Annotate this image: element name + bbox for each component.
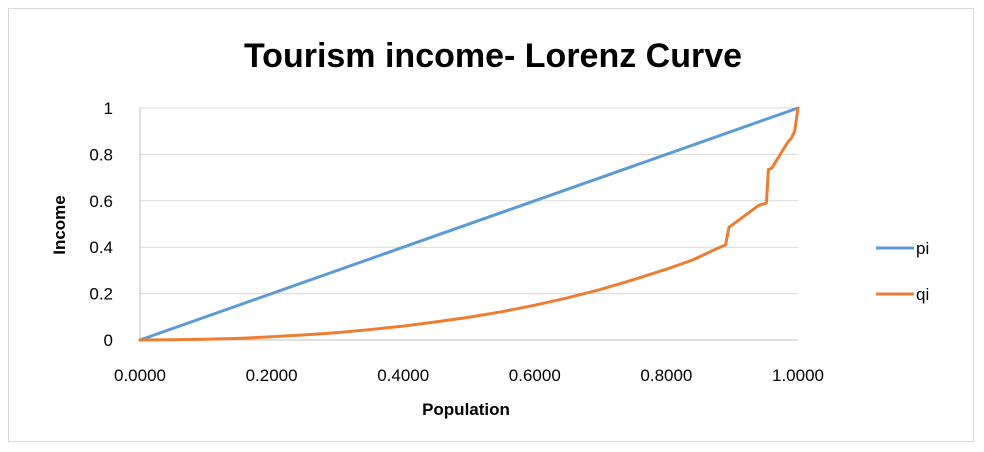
legend: pi qi <box>876 239 929 304</box>
x-tick-label: 0.8000 <box>640 366 692 385</box>
y-tick-label: 0.6 <box>89 192 113 211</box>
gridlines <box>139 107 798 341</box>
series-line-qi <box>138 106 800 342</box>
chart-title: Tourism income- Lorenz Curve <box>244 37 742 75</box>
series-lines <box>138 106 800 342</box>
x-tick-label: 1.0000 <box>772 366 824 385</box>
x-tick-label: 0.2000 <box>246 366 298 385</box>
x-axis-label: Population <box>422 400 510 419</box>
x-tick-label: 0.0000 <box>114 366 166 385</box>
y-tick-label: 0.8 <box>89 145 113 164</box>
x-tick-labels: 0.0000 0.2000 0.4000 0.6000 0.8000 1.0000 <box>114 366 824 385</box>
x-tick-label: 0.6000 <box>509 366 561 385</box>
y-tick-label: 0.2 <box>89 285 113 304</box>
chart-frame <box>8 8 974 442</box>
series-line-pi <box>138 106 800 342</box>
y-tick-labels: 0 0.2 0.4 0.6 0.8 1 <box>89 99 113 350</box>
legend-label-qi: qi <box>916 285 929 304</box>
y-tick-label: 0 <box>104 331 113 350</box>
y-tick-label: 0.4 <box>89 238 113 257</box>
y-axis-label: Income <box>50 195 69 255</box>
y-tick-label: 1 <box>104 99 113 118</box>
legend-label-pi: pi <box>916 239 929 258</box>
x-tick-label: 0.4000 <box>377 366 429 385</box>
